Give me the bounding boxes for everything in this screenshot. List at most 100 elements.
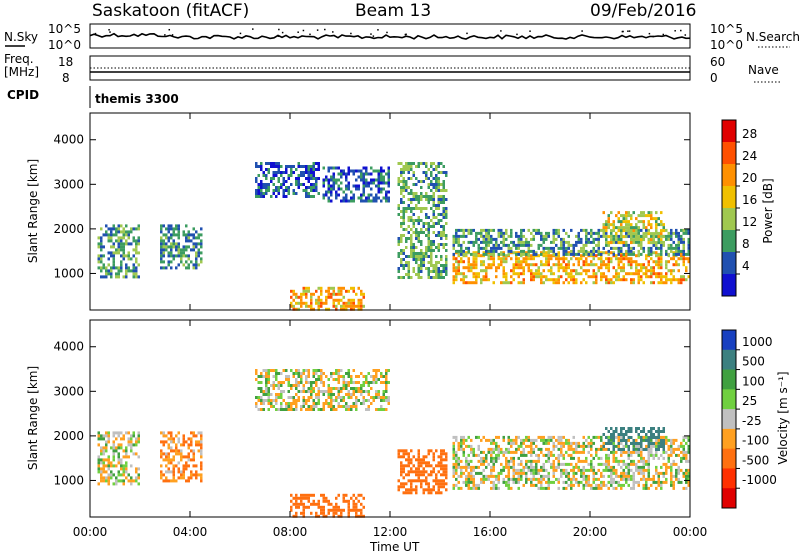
heatmap-cell	[425, 255, 428, 258]
heatmap-cell	[470, 474, 473, 478]
heatmap-cell	[382, 196, 385, 200]
heatmap-cell	[357, 508, 360, 512]
heatmap-cell	[190, 443, 193, 447]
heatmap-cell	[102, 254, 105, 258]
heatmap-cell	[577, 260, 580, 264]
heatmap-cell	[420, 482, 423, 486]
heatmap-cell	[117, 455, 120, 459]
heatmap-cell	[350, 307, 353, 311]
heatmap-cell	[342, 396, 345, 399]
heatmap-cell	[340, 304, 343, 308]
heatmap-cell	[432, 186, 435, 189]
heatmap-cell	[470, 240, 473, 244]
heatmap-cell	[605, 251, 608, 255]
heatmap-cell	[277, 180, 280, 183]
heatmap-cell	[410, 219, 413, 222]
heatmap-cell	[410, 485, 413, 489]
heatmap-cell	[547, 486, 550, 490]
heatmap-cell	[575, 441, 578, 445]
heatmap-cell	[667, 269, 670, 273]
heatmap-cell	[482, 237, 485, 241]
heatmap-cell	[375, 378, 378, 381]
heatmap-cell	[455, 456, 458, 460]
heatmap-cell	[177, 467, 180, 471]
heatmap-cell	[445, 189, 448, 192]
heatmap-cell	[560, 447, 563, 451]
heatmap-cell	[325, 175, 328, 179]
heatmap-cell	[525, 438, 528, 442]
heatmap-cell	[380, 372, 383, 375]
heatmap-cell	[422, 470, 425, 474]
nave-tick-top: 60	[710, 55, 725, 69]
heatmap-cell	[467, 281, 470, 285]
heatmap-cell	[380, 375, 383, 378]
heatmap-cell	[620, 223, 623, 227]
heatmap-cell	[670, 483, 673, 487]
heatmap-cell	[117, 224, 120, 228]
heatmap-cell	[412, 267, 415, 270]
heatmap-cell	[455, 435, 458, 439]
heatmap-cell	[632, 444, 635, 448]
heatmap-cell	[352, 499, 355, 503]
heatmap-cell	[615, 240, 618, 244]
heatmap-cell	[437, 270, 440, 273]
heatmap-cell	[645, 226, 648, 230]
heatmap-cell	[175, 224, 178, 228]
heatmap-cell	[397, 479, 400, 483]
heatmap-cell	[640, 238, 643, 242]
heatmap-cell	[327, 187, 330, 191]
heatmap-cell	[357, 184, 360, 188]
heatmap-cell	[397, 455, 400, 459]
heatmap-cell	[350, 169, 353, 173]
heatmap-cell	[542, 462, 545, 466]
heatmap-cell	[520, 263, 523, 267]
heatmap-cell	[457, 240, 460, 244]
heatmap-cell	[512, 240, 515, 244]
nsearch-point	[684, 34, 687, 36]
heatmap-cell	[685, 257, 688, 261]
heatmap-cell	[425, 192, 428, 195]
heatmap-cell	[490, 471, 493, 475]
heatmap-cell	[385, 375, 388, 378]
heatmap-cell	[345, 304, 348, 308]
heatmap-cell	[637, 240, 640, 244]
heatmap-cell	[400, 249, 403, 252]
heatmap-cell	[337, 193, 340, 197]
heatmap-cell	[542, 240, 545, 244]
heatmap-cell	[120, 224, 123, 228]
heatmap-cell	[200, 260, 203, 264]
nsearch-point	[405, 33, 407, 36]
heatmap-cell	[412, 464, 415, 468]
heatmap-cell	[417, 237, 420, 240]
heatmap-cell	[432, 467, 435, 471]
heatmap-cell	[612, 433, 615, 436]
heatmap-cell	[680, 228, 683, 232]
heatmap-cell	[330, 286, 333, 290]
heatmap-cell	[687, 477, 690, 481]
heatmap-cell	[335, 298, 338, 302]
heatmap-cell	[200, 257, 203, 261]
heatmap-cell	[337, 514, 340, 518]
heatmap-cell	[330, 166, 333, 170]
heatmap-cell	[637, 442, 640, 445]
heatmap-cell	[440, 243, 443, 246]
heatmap-cell	[527, 465, 530, 469]
heatmap-cell	[482, 459, 485, 463]
heatmap-cell	[532, 468, 535, 472]
heatmap-cell	[475, 266, 478, 270]
heatmap-cell	[627, 427, 630, 430]
heatmap-cell	[525, 471, 528, 475]
heatmap-cell	[677, 257, 680, 261]
heatmap-cell	[457, 234, 460, 238]
heatmap-cell	[610, 471, 613, 475]
heatmap-cell	[445, 464, 448, 468]
heatmap-cell	[522, 234, 525, 238]
heatmap-cell	[170, 458, 173, 462]
heatmap-cell	[607, 214, 610, 218]
heatmap-cell	[400, 225, 403, 228]
heatmap-cell	[345, 196, 348, 200]
heatmap-cell	[417, 449, 420, 453]
heatmap-cell	[370, 396, 373, 399]
heatmap-cell	[665, 275, 668, 279]
